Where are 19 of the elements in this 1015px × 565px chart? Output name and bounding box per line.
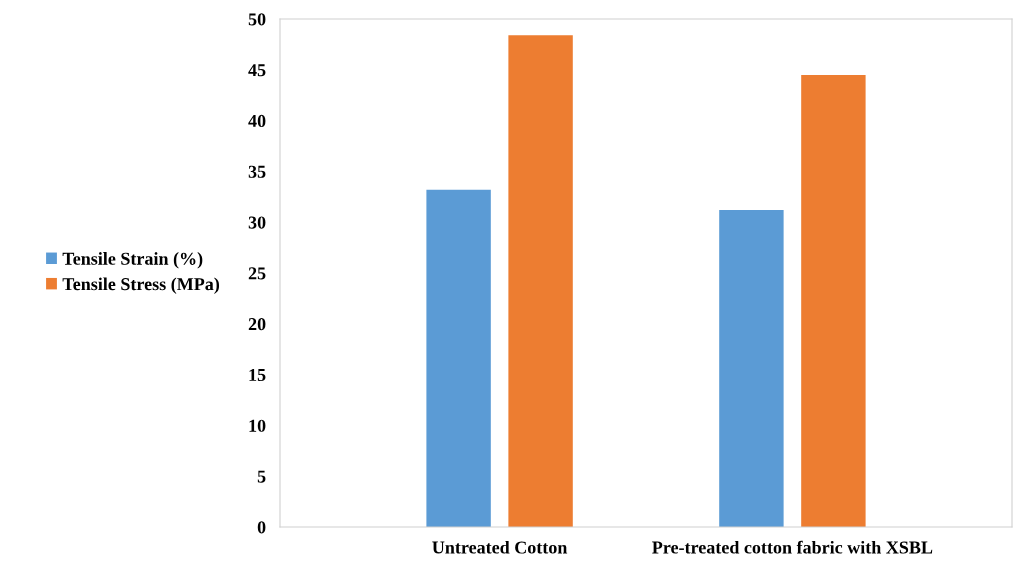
y-tick-label: 45: [248, 64, 266, 77]
x-tick-label: Pre-treated cotton fabric with XSBL: [652, 540, 933, 554]
x-tick-label: Untreated Cotton: [432, 540, 568, 554]
y-tick-label: 15: [249, 368, 266, 382]
bar: [801, 74, 866, 527]
y-tick-label: 40: [248, 114, 266, 128]
legend-label: Tensile Strain (%): [62, 252, 203, 269]
y-tick-label: 50: [248, 13, 266, 26]
y-tick-label: 35: [248, 165, 266, 178]
y-tick-label: 25: [248, 267, 266, 280]
y-tick-label: 0: [257, 521, 266, 534]
bar: [719, 210, 784, 527]
bar: [508, 35, 573, 527]
y-tick-label: 20: [248, 318, 266, 331]
y-tick-label: 5: [257, 470, 266, 483]
bar: [426, 189, 491, 527]
legend-label: Tensile Stress (MPa): [62, 277, 220, 294]
y-tick-label: 10: [249, 419, 266, 432]
y-tick-label: 30: [248, 216, 266, 229]
